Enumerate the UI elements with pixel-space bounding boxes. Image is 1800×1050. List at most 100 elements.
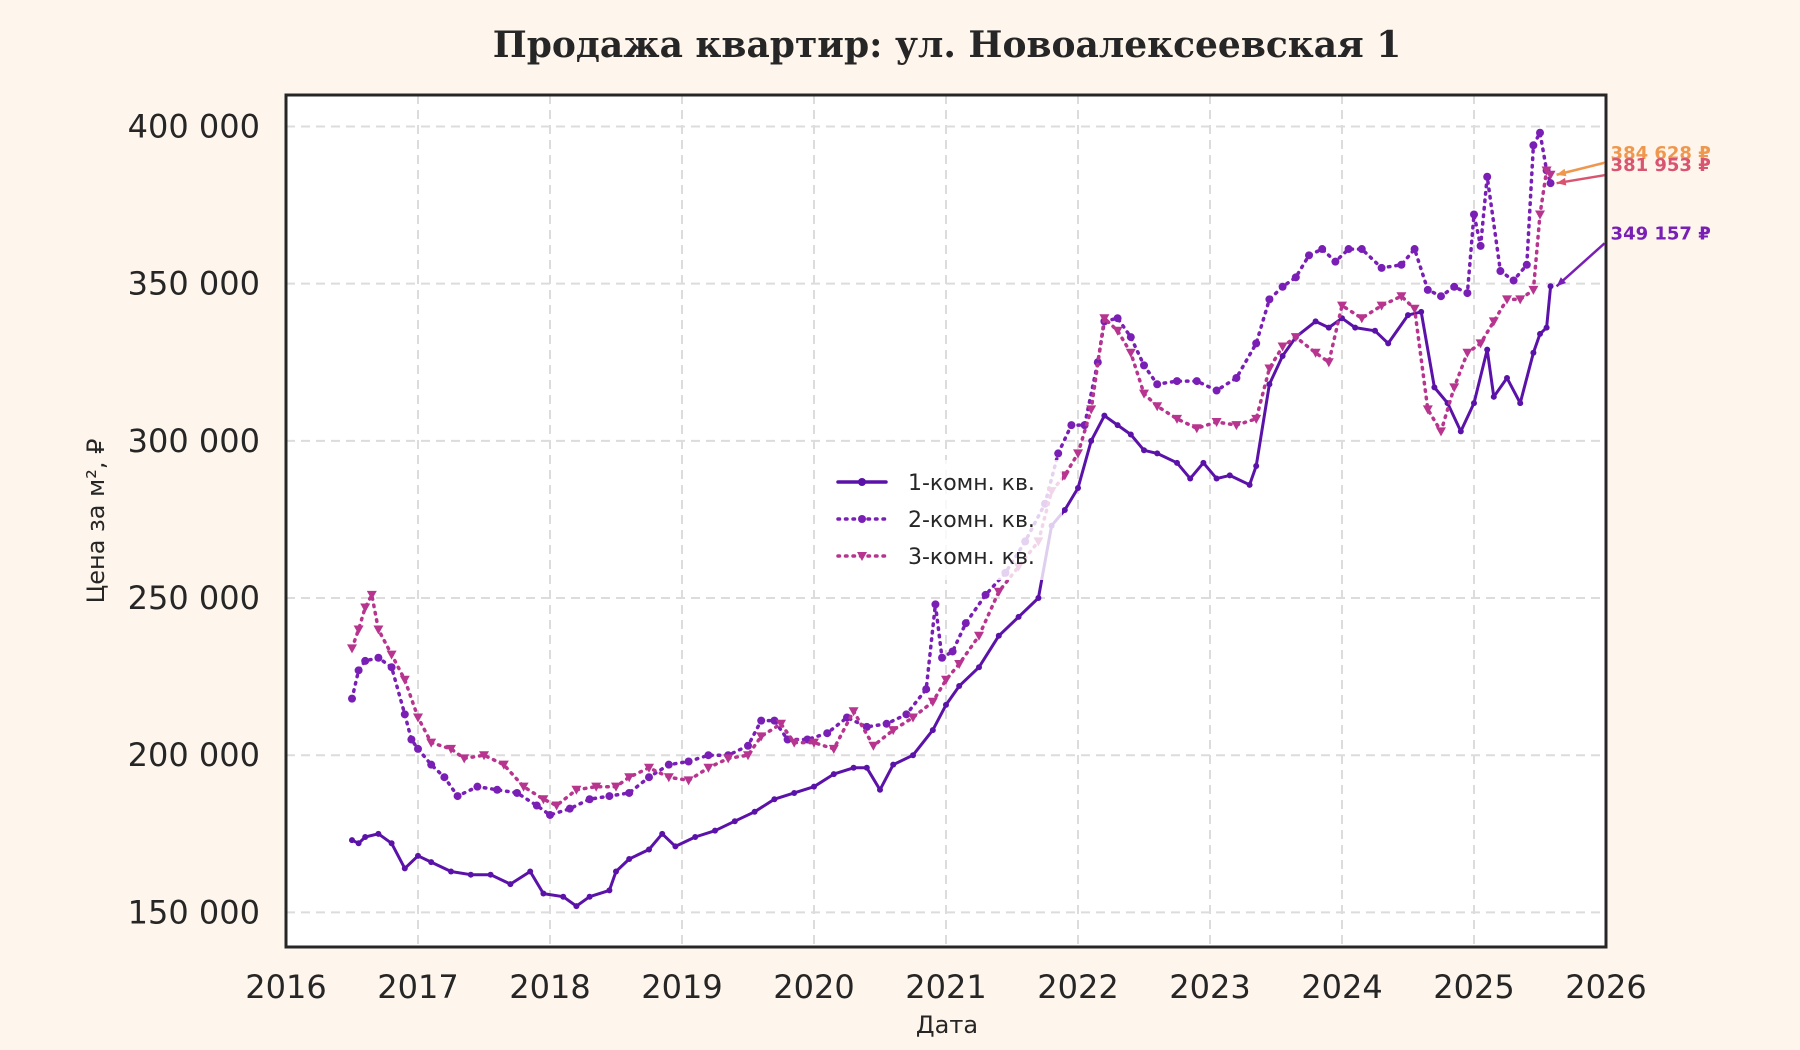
data-point xyxy=(974,631,984,641)
data-point xyxy=(1291,273,1300,282)
data-point xyxy=(723,754,734,764)
data-point xyxy=(1515,295,1526,305)
data-point xyxy=(1377,263,1386,272)
data-point xyxy=(353,625,364,635)
x-tick-label: 2016 xyxy=(245,968,326,1006)
data-point xyxy=(1537,330,1543,337)
data-point xyxy=(373,625,384,635)
data-point xyxy=(1061,506,1068,513)
data-point xyxy=(1059,471,1070,481)
value-annotation: 381 953 ₽ xyxy=(1556,155,1711,186)
data-point xyxy=(1305,251,1313,260)
data-point xyxy=(664,760,673,769)
data-point xyxy=(929,727,936,734)
data-point xyxy=(1463,289,1472,298)
data-point xyxy=(1457,428,1464,435)
data-point xyxy=(1431,384,1438,391)
x-tick-label: 2018 xyxy=(509,968,590,1006)
data-point xyxy=(902,710,911,719)
data-point xyxy=(1279,352,1286,359)
data-point xyxy=(348,694,356,703)
data-point xyxy=(1528,285,1539,295)
data-point xyxy=(1212,386,1221,395)
data-point xyxy=(908,713,918,723)
data-point xyxy=(1488,317,1499,327)
data-point xyxy=(613,868,619,875)
data-point xyxy=(1502,295,1512,305)
data-point xyxy=(1325,324,1332,331)
data-point xyxy=(1529,141,1538,150)
legend-marker xyxy=(858,515,866,523)
data-point xyxy=(1101,412,1108,419)
data-point xyxy=(683,776,694,786)
data-point xyxy=(843,713,851,722)
data-point xyxy=(830,771,837,778)
data-point xyxy=(1211,417,1222,427)
data-point xyxy=(672,843,679,850)
data-point xyxy=(863,764,870,771)
y-tick-label: 350 000 xyxy=(128,265,260,303)
data-point xyxy=(1517,400,1524,407)
data-point xyxy=(743,751,753,761)
annotations: 384 628 ₽381 953 ₽ 349 157 ₽ xyxy=(1555,143,1711,288)
data-point xyxy=(414,744,422,753)
data-point xyxy=(427,760,436,769)
data-point xyxy=(1509,276,1518,285)
data-point xyxy=(440,773,449,782)
annotation-label: 381 953 ₽ xyxy=(1611,155,1711,176)
x-tick-label: 2020 xyxy=(773,968,854,1006)
data-point xyxy=(776,719,786,729)
data-point xyxy=(1470,210,1478,219)
data-point xyxy=(551,801,562,811)
data-point xyxy=(586,893,593,900)
data-point xyxy=(1213,475,1220,482)
x-tick-label: 2022 xyxy=(1037,968,1118,1006)
data-point xyxy=(1356,314,1367,324)
y-tick-label: 200 000 xyxy=(128,736,260,774)
data-point xyxy=(828,744,839,754)
data-point xyxy=(399,675,410,685)
series-line xyxy=(350,284,1553,908)
data-point xyxy=(527,868,534,875)
data-point xyxy=(922,685,931,694)
data-point xyxy=(1200,459,1207,466)
data-point xyxy=(1093,358,1102,367)
data-point xyxy=(467,871,474,878)
data-point xyxy=(1310,348,1321,358)
x-tick-label: 2025 xyxy=(1433,968,1514,1006)
data-point xyxy=(401,865,408,872)
data-point xyxy=(1484,346,1491,353)
data-point xyxy=(1252,339,1261,348)
data-point xyxy=(1278,282,1287,291)
data-point xyxy=(1376,301,1387,311)
data-point xyxy=(565,804,574,813)
data-point xyxy=(625,788,634,797)
data-point xyxy=(1543,324,1550,331)
data-point xyxy=(1318,245,1327,254)
data-point xyxy=(518,782,529,792)
data-point xyxy=(1099,314,1110,324)
data-point xyxy=(1277,342,1288,352)
data-point xyxy=(943,701,949,708)
data-point xyxy=(1547,283,1554,290)
data-point xyxy=(360,603,371,613)
data-point xyxy=(366,590,377,600)
data-point xyxy=(1522,260,1531,269)
data-point xyxy=(1422,405,1433,415)
data-point xyxy=(560,893,567,900)
data-point xyxy=(400,710,409,719)
tick-labels: 2016 2017 2018 2019 2020 2021 2022 2023 2024 2025… xyxy=(128,107,1647,1006)
annotation-arrow xyxy=(1555,242,1606,288)
annotation-arrowhead xyxy=(1556,177,1567,186)
data-point xyxy=(1187,475,1194,482)
data-point xyxy=(493,785,502,794)
data-point xyxy=(850,764,857,771)
data-point xyxy=(995,632,1002,639)
data-point xyxy=(473,782,482,791)
legend-marker xyxy=(857,552,867,561)
data-point xyxy=(1114,422,1121,429)
annotation-arrowhead xyxy=(1556,168,1567,177)
data-point xyxy=(1191,424,1202,434)
data-point xyxy=(1127,431,1134,438)
data-point xyxy=(1113,314,1122,323)
